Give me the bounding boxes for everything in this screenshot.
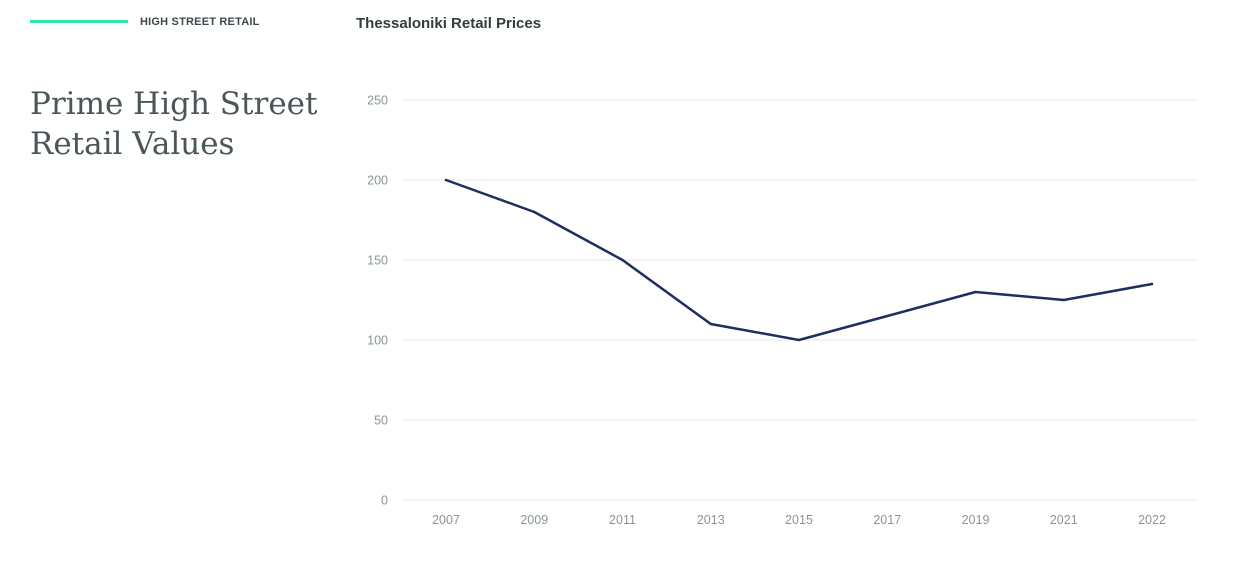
- section-accent-line: [30, 20, 128, 23]
- data-point: [533, 210, 536, 214]
- grid-lines: [402, 99, 1197, 501]
- data-point: [444, 178, 448, 182]
- x-tick-label: 2017: [873, 513, 901, 527]
- x-tick-label: 2007: [432, 513, 460, 527]
- y-tick-label: 250: [367, 94, 388, 108]
- x-tick-label: 2015: [785, 513, 813, 527]
- data-point: [709, 322, 712, 326]
- data-point: [621, 258, 624, 262]
- section-label: HIGH STREET RETAIL: [140, 16, 260, 28]
- headline-line-1: Prime High Street: [30, 86, 318, 122]
- data-point: [1062, 298, 1065, 302]
- x-axis-ticks: 2007 2009 2011 2013 2015 2017 2019 2021 2022: [432, 513, 1166, 527]
- x-tick-label: 2009: [520, 513, 548, 527]
- y-tick-label: 100: [367, 334, 388, 348]
- headline-line-2: Retail Values: [30, 126, 235, 162]
- y-tick-label: 200: [367, 174, 388, 188]
- data-point: [886, 314, 889, 318]
- y-tick-label: 50: [374, 414, 388, 428]
- page-headline: Prime High Street Retail Values: [30, 84, 320, 164]
- x-tick-label: 2013: [697, 513, 725, 527]
- data-point: [797, 338, 801, 342]
- data-point: [974, 290, 977, 294]
- series-layer: [444, 178, 1154, 342]
- x-tick-label: 2022: [1138, 513, 1166, 527]
- chart-title: Thessaloniki Retail Prices: [356, 15, 542, 32]
- y-tick-label: 0: [381, 494, 388, 508]
- y-tick-label: 150: [367, 254, 388, 268]
- x-tick-label: 2019: [962, 513, 990, 527]
- x-tick-label: 2021: [1050, 513, 1078, 527]
- x-tick-label: 2011: [609, 513, 636, 527]
- data-point: [1150, 282, 1154, 286]
- y-axis-ticks: 0 50 100 150 200 250: [367, 94, 388, 508]
